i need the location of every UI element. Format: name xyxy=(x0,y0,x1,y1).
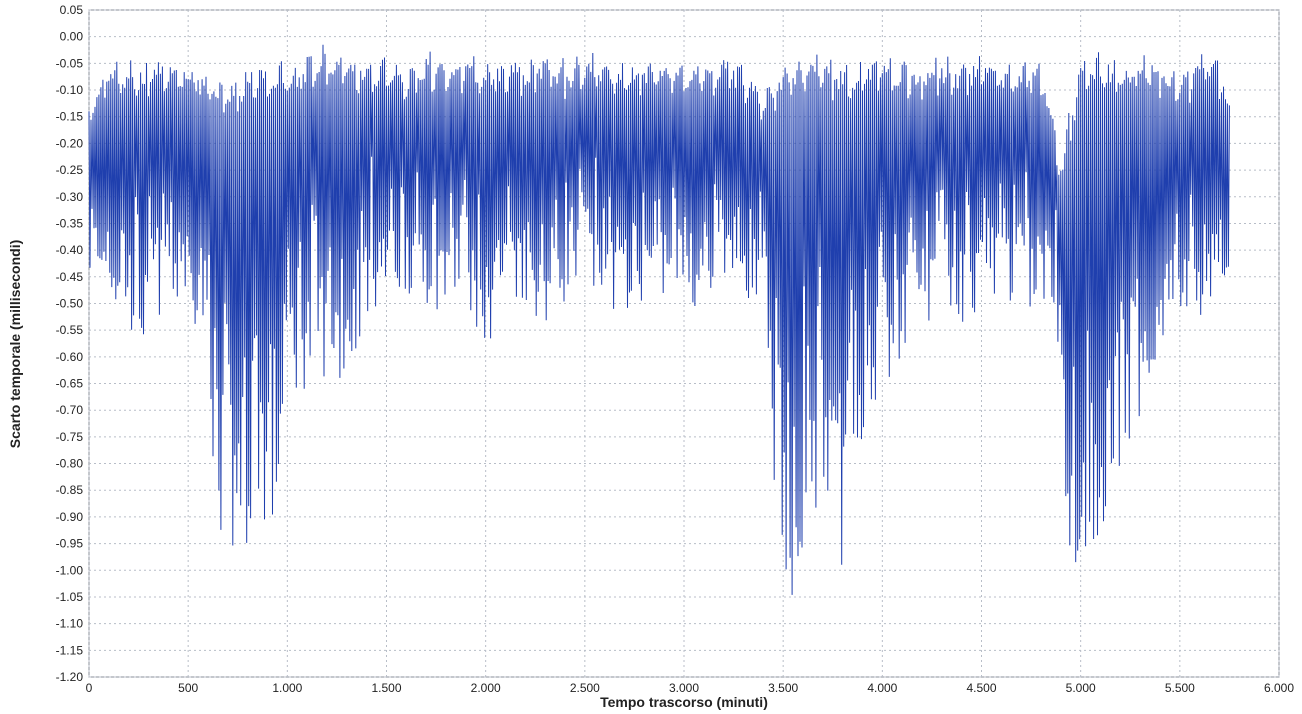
x-axis-title: Tempo trascorso (minuti) xyxy=(600,694,768,710)
x-tick-label: 1.000 xyxy=(272,681,302,695)
y-tick-label: -1.00 xyxy=(56,563,84,577)
y-tick-label: -0.45 xyxy=(56,270,84,284)
x-tick-label: 3.500 xyxy=(768,681,798,695)
y-tick-label: -0.40 xyxy=(56,243,84,257)
y-axis: 0.05 0.00 -0.05 -0.10 -0.15 -0.20 -0.25 -0.30 -0… xyxy=(56,3,84,684)
x-axis: 0 500 1.000 1.500 2.000 2.500 3.000 3.500 4.000 4… xyxy=(86,681,1295,695)
y-tick-label: -0.10 xyxy=(56,83,84,97)
y-tick-label: -0.65 xyxy=(56,377,84,391)
x-tick-label: 500 xyxy=(178,681,198,695)
y-tick-label: 0.00 xyxy=(60,30,84,44)
y-tick-label: -1.05 xyxy=(56,590,84,604)
x-tick-label: 4.500 xyxy=(966,681,996,695)
y-tick-label: -1.15 xyxy=(56,643,84,657)
x-tick-label: 1.500 xyxy=(371,681,401,695)
y-tick-label: -0.60 xyxy=(56,350,84,364)
series-line xyxy=(88,44,1230,595)
y-tick-label: -0.95 xyxy=(56,537,84,551)
y-tick-label: -0.75 xyxy=(56,430,84,444)
y-axis-title: Scarto temporale (millisecondi) xyxy=(7,240,23,449)
y-tick-label: -1.20 xyxy=(56,670,84,684)
x-tick-label: 2.500 xyxy=(570,681,600,695)
y-tick-label: -0.55 xyxy=(56,323,84,337)
y-tick-label: -0.05 xyxy=(56,56,84,70)
x-tick-label: 6.000 xyxy=(1264,681,1294,695)
y-tick-label: -0.70 xyxy=(56,403,84,417)
y-tick-label: -0.85 xyxy=(56,483,84,497)
x-tick-label: 5.500 xyxy=(1165,681,1195,695)
y-tick-label: -0.35 xyxy=(56,216,84,230)
x-tick-label: 5.000 xyxy=(1066,681,1096,695)
y-tick-label: -0.90 xyxy=(56,510,84,524)
x-tick-label: 4.000 xyxy=(867,681,897,695)
y-tick-label: 0.05 xyxy=(60,3,84,17)
y-tick-label: -0.25 xyxy=(56,163,84,177)
y-tick-label: -0.20 xyxy=(56,136,84,150)
y-tick-label: -0.80 xyxy=(56,457,84,471)
y-tick-label: -1.10 xyxy=(56,617,84,631)
y-tick-label: -0.30 xyxy=(56,190,84,204)
y-tick-label: -0.50 xyxy=(56,296,84,310)
x-tick-label: 2.000 xyxy=(471,681,501,695)
x-tick-label: 3.000 xyxy=(669,681,699,695)
x-tick-label: 0 xyxy=(86,681,93,695)
y-tick-label: -0.15 xyxy=(56,110,84,124)
